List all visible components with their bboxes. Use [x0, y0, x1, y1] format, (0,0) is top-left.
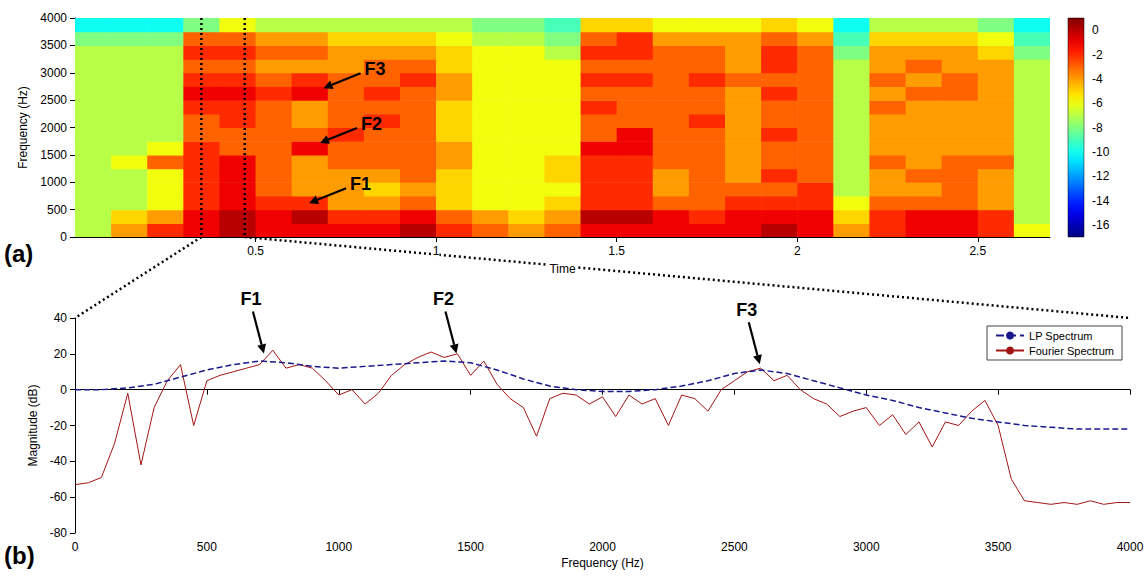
svg-text:500: 500: [47, 203, 67, 217]
svg-text:2.5: 2.5: [969, 244, 986, 258]
svg-text:-10: -10: [1092, 145, 1110, 159]
svg-text:F3: F3: [365, 59, 386, 79]
svg-text:-14: -14: [1092, 194, 1110, 208]
svg-text:2000: 2000: [40, 121, 67, 135]
svg-text:0.5: 0.5: [247, 244, 264, 258]
svg-text:3500: 3500: [985, 540, 1012, 554]
svg-text:0: 0: [72, 540, 79, 554]
svg-text:2500: 2500: [40, 93, 67, 107]
svg-text:-20: -20: [50, 419, 68, 433]
svg-text:500: 500: [197, 540, 217, 554]
svg-text:3500: 3500: [40, 38, 67, 52]
svg-text:3000: 3000: [40, 66, 67, 80]
svg-text:-80: -80: [50, 526, 68, 540]
svg-text:Time: Time: [549, 262, 576, 276]
svg-text:3000: 3000: [853, 540, 880, 554]
svg-text:4000: 4000: [40, 11, 67, 25]
svg-text:1000: 1000: [325, 540, 352, 554]
svg-text:20: 20: [54, 347, 68, 361]
svg-text:Magnitude (dB): Magnitude (dB): [26, 384, 40, 466]
svg-text:-4: -4: [1092, 72, 1103, 86]
svg-text:2000: 2000: [589, 540, 616, 554]
svg-text:-40: -40: [50, 454, 68, 468]
svg-text:0: 0: [1092, 23, 1099, 37]
svg-text:Frequency (Hz): Frequency (Hz): [561, 556, 644, 570]
svg-text:F2: F2: [433, 289, 454, 309]
svg-text:Fourier Spectrum: Fourier Spectrum: [1029, 345, 1114, 357]
svg-text:1: 1: [433, 244, 440, 258]
svg-text:F1: F1: [240, 289, 261, 309]
svg-text:Frequency (Hz): Frequency (Hz): [16, 86, 30, 169]
svg-text:1500: 1500: [457, 540, 484, 554]
svg-text:-60: -60: [50, 490, 68, 504]
svg-text:-12: -12: [1092, 169, 1110, 183]
svg-text:2500: 2500: [721, 540, 748, 554]
svg-text:2: 2: [794, 244, 801, 258]
svg-text:LP Spectrum: LP Spectrum: [1029, 330, 1092, 342]
svg-text:1.5: 1.5: [608, 244, 625, 258]
svg-text:0: 0: [60, 383, 67, 397]
svg-text:F3: F3: [736, 300, 757, 320]
svg-text:1000: 1000: [40, 175, 67, 189]
svg-text:F1: F1: [350, 174, 371, 194]
svg-text:-6: -6: [1092, 96, 1103, 110]
svg-text:-2: -2: [1092, 48, 1103, 62]
svg-text:4000: 4000: [1117, 540, 1144, 554]
svg-text:(a): (a): [4, 240, 33, 267]
svg-text:-8: -8: [1092, 121, 1103, 135]
svg-text:1500: 1500: [40, 148, 67, 162]
svg-text:-16: -16: [1092, 218, 1110, 232]
svg-text:F2: F2: [361, 114, 382, 134]
svg-text:40: 40: [54, 311, 68, 325]
svg-text:(b): (b): [4, 542, 35, 569]
svg-text:0: 0: [60, 230, 67, 244]
